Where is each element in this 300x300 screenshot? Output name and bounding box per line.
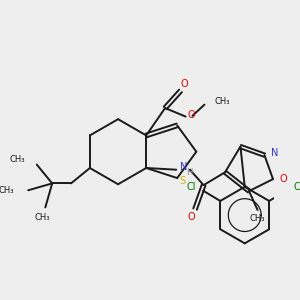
Text: Cl: Cl [293,182,300,192]
Text: O: O [280,174,287,184]
Text: Cl: Cl [187,182,196,192]
Text: CH₃: CH₃ [34,213,50,222]
Text: CH₃: CH₃ [215,97,230,106]
Text: H: H [187,168,193,177]
Text: S: S [179,176,185,186]
Text: O: O [188,212,195,222]
Text: O: O [188,110,195,120]
Text: N: N [181,162,188,172]
Text: CH₃: CH₃ [250,214,265,223]
Text: N: N [271,148,279,158]
Text: CH₃: CH₃ [9,155,25,164]
Text: O: O [180,79,188,89]
Text: CH₃: CH₃ [0,186,14,195]
